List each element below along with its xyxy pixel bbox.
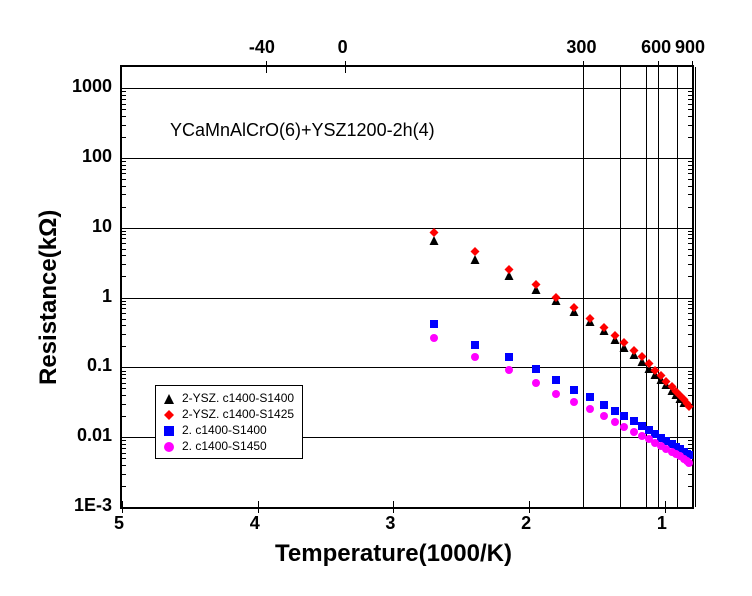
y-tick-label: 1000 [72,76,112,97]
x-tick-label: 1 [657,513,667,534]
square-icon [164,424,176,436]
top-tick-label: 600 [641,37,671,58]
y-tick-label: 0.01 [77,425,112,446]
data-point [504,261,513,279]
diamond-icon [164,408,176,420]
gridline-v [583,67,584,507]
gridline-h [122,507,692,508]
data-point [569,299,578,317]
gridline-h [122,88,692,89]
data-point [471,348,479,366]
data-point [532,374,540,392]
gridline-h [122,298,692,299]
top-tick-label: 0 [338,37,348,58]
data-point [620,418,628,436]
data-point [430,224,439,242]
data-point [586,310,595,328]
data-point [586,400,594,418]
gridline-h [122,367,692,368]
y-axis-label: Resistance(kΩ) [35,210,63,385]
data-point [570,393,578,411]
x-tick-label: 2 [521,513,531,534]
legend-item: 2-YSZ. c1400-S1425 [164,406,294,422]
y-tick-label: 1 [102,286,112,307]
top-tick-label: 900 [675,37,705,58]
data-point [470,243,479,261]
data-point [685,398,694,416]
data-point [552,385,560,403]
circle-icon [164,440,176,452]
legend-item: 2. c1400-S1450 [164,438,294,454]
gridline-v [620,67,621,507]
legend-label: 2-YSZ. c1400-S1425 [182,406,294,422]
chart-annotation: YCaMnAlCrO(6)+YSZ1200-2h(4) [170,120,435,141]
legend-item: 2-YSZ. c1400-S1400 [164,390,294,406]
y-tick-label: 10 [92,216,112,237]
x-axis-label: Temperature(1000/K) [275,540,512,568]
gridline-v [695,67,696,507]
data-point [630,423,638,441]
top-tick-label: 300 [566,37,596,58]
x-tick-label: 3 [385,513,395,534]
data-point [552,289,561,307]
x-tick-label: 5 [114,513,124,534]
gridline-h [122,158,692,159]
data-point [685,454,693,472]
data-point [620,334,629,352]
legend-label: 2. c1400-S1400 [182,422,267,438]
legend-box: 2-YSZ. c1400-S14002-YSZ. c1400-S14252. c… [155,385,303,459]
data-point [505,361,513,379]
data-point [531,276,540,294]
data-point [600,407,608,425]
triangle-icon [164,392,176,404]
data-point [430,329,438,347]
top-tick-label: -40 [249,37,275,58]
data-point [610,327,619,345]
y-tick-label: 100 [82,146,112,167]
y-tick-label: 1E-3 [74,495,112,516]
legend-label: 2-YSZ. c1400-S1400 [182,390,294,406]
legend-item: 2. c1400-S1400 [164,422,294,438]
data-point [599,319,608,337]
x-tick-label: 4 [250,513,260,534]
gridline-h [122,228,692,229]
y-tick-label: 0.1 [87,355,112,376]
legend-label: 2. c1400-S1450 [182,438,267,454]
data-point [611,413,619,431]
chart-figure: Resistance(kΩ) Temperature(1000/K) YCaMn… [0,0,752,596]
